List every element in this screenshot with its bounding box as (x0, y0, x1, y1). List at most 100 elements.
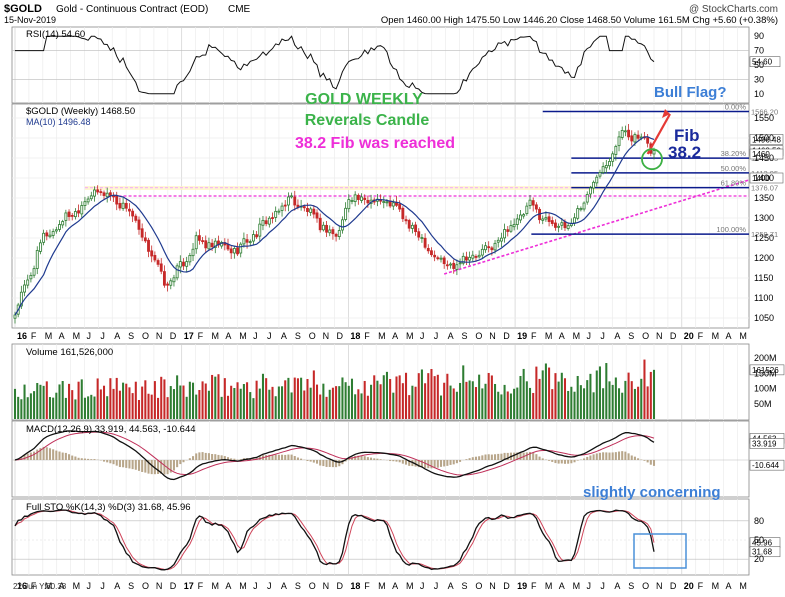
volume-bar (449, 385, 452, 419)
macd-hist-bar (487, 454, 490, 460)
candle-body (277, 210, 281, 213)
macd-hist-bar (255, 457, 258, 460)
macd-hist-bar (446, 460, 449, 466)
month-label: J (267, 581, 272, 591)
candle-body (182, 261, 185, 267)
macd-hist-bar (621, 451, 624, 460)
macd-hist-bar (220, 455, 223, 460)
volume-bar (347, 385, 350, 419)
month-label: O (142, 331, 149, 341)
volume-bar (598, 366, 601, 419)
volume-bar (258, 388, 261, 419)
volume-bar (71, 390, 74, 419)
month-label: D (170, 331, 177, 341)
macd-hist-bar (637, 458, 640, 460)
month-label: F (364, 581, 370, 591)
volume-bar (179, 385, 182, 419)
candle-body (633, 134, 637, 143)
candle-body (255, 234, 259, 238)
volume-bar (265, 378, 268, 419)
volume-bar (198, 389, 201, 419)
volume-bar (424, 383, 427, 419)
candle-body (185, 261, 189, 267)
candle-body (471, 254, 475, 259)
candle-body (19, 291, 23, 307)
candle-body (620, 130, 624, 138)
volume-bar (618, 388, 621, 419)
macd-line (14, 430, 655, 481)
candle-body (401, 207, 405, 220)
candle-body (252, 234, 255, 242)
volume-bar (516, 387, 519, 419)
month-label: M (239, 331, 247, 341)
volume-bar (303, 390, 306, 419)
month-label: S (295, 331, 301, 341)
candle-body (325, 224, 328, 233)
macd-hist-bar (465, 459, 468, 460)
macd-hist-bar (192, 456, 195, 460)
candle-body (35, 250, 39, 269)
volume-bar (535, 366, 538, 419)
macd-hist-bar (452, 460, 455, 465)
macd-hist-bar (160, 460, 163, 474)
macd-hist-bar (163, 460, 166, 475)
macd-hist-bar (131, 460, 134, 470)
candle-body (646, 137, 650, 144)
candle-body (48, 234, 52, 238)
month-label: J (86, 581, 91, 591)
volume-bar (192, 382, 195, 419)
macd-hist-bar (586, 456, 589, 460)
candle-body (245, 239, 249, 243)
candle-body (236, 247, 239, 255)
macd-hist-bar (649, 460, 652, 465)
month-label: A (392, 331, 398, 341)
price-tick: 1450 (754, 153, 774, 163)
month-label: 20 (684, 581, 694, 591)
candle-body (341, 219, 344, 231)
candle-body (557, 225, 561, 228)
volume-bar (242, 384, 245, 419)
volume-bar (471, 381, 474, 419)
month-label: O (642, 331, 649, 341)
macd-hist-bar (335, 460, 338, 468)
volume-bar (13, 388, 17, 419)
volume-bar (370, 384, 373, 419)
candle-body (293, 196, 297, 206)
volume-bar (166, 397, 169, 419)
macd-hist-bar (627, 453, 630, 460)
fib-pct-label: 50.00% (721, 164, 747, 173)
macd-hist-bar (207, 453, 210, 460)
volume-bar (567, 390, 570, 419)
macd-hist-bar (252, 457, 255, 460)
price-tag: 1400 (752, 174, 770, 183)
month-label: M (573, 581, 581, 591)
rsi-tick: 30 (754, 74, 764, 84)
macd-hist-bar (48, 448, 51, 460)
candle-body (321, 224, 325, 231)
month-label: J (434, 581, 439, 591)
candle-body (150, 250, 154, 257)
candle-body (350, 199, 354, 202)
month-label: M (378, 581, 386, 591)
candle-body (258, 223, 262, 237)
candle-body (652, 150, 656, 155)
volume-bar (109, 378, 112, 419)
volume-bar (261, 373, 264, 419)
macd-hist-bar (398, 460, 401, 463)
candle-body (242, 238, 246, 245)
candle-body (614, 146, 618, 155)
candle-body (131, 210, 135, 217)
candle-body (54, 229, 58, 232)
month-label: D (503, 331, 510, 341)
macd-hist-bar (328, 460, 331, 467)
macd-hist-bar (258, 456, 261, 460)
price-tick: 1350 (754, 193, 774, 203)
month-label: M (45, 581, 53, 591)
macd-hist-bar (226, 457, 230, 460)
candle-body (121, 202, 125, 209)
volume-bar (373, 375, 376, 419)
volume-bar (490, 375, 493, 419)
candle-body (13, 314, 17, 319)
month-label: M (45, 331, 53, 341)
volume-tag: 161526 (752, 366, 779, 375)
